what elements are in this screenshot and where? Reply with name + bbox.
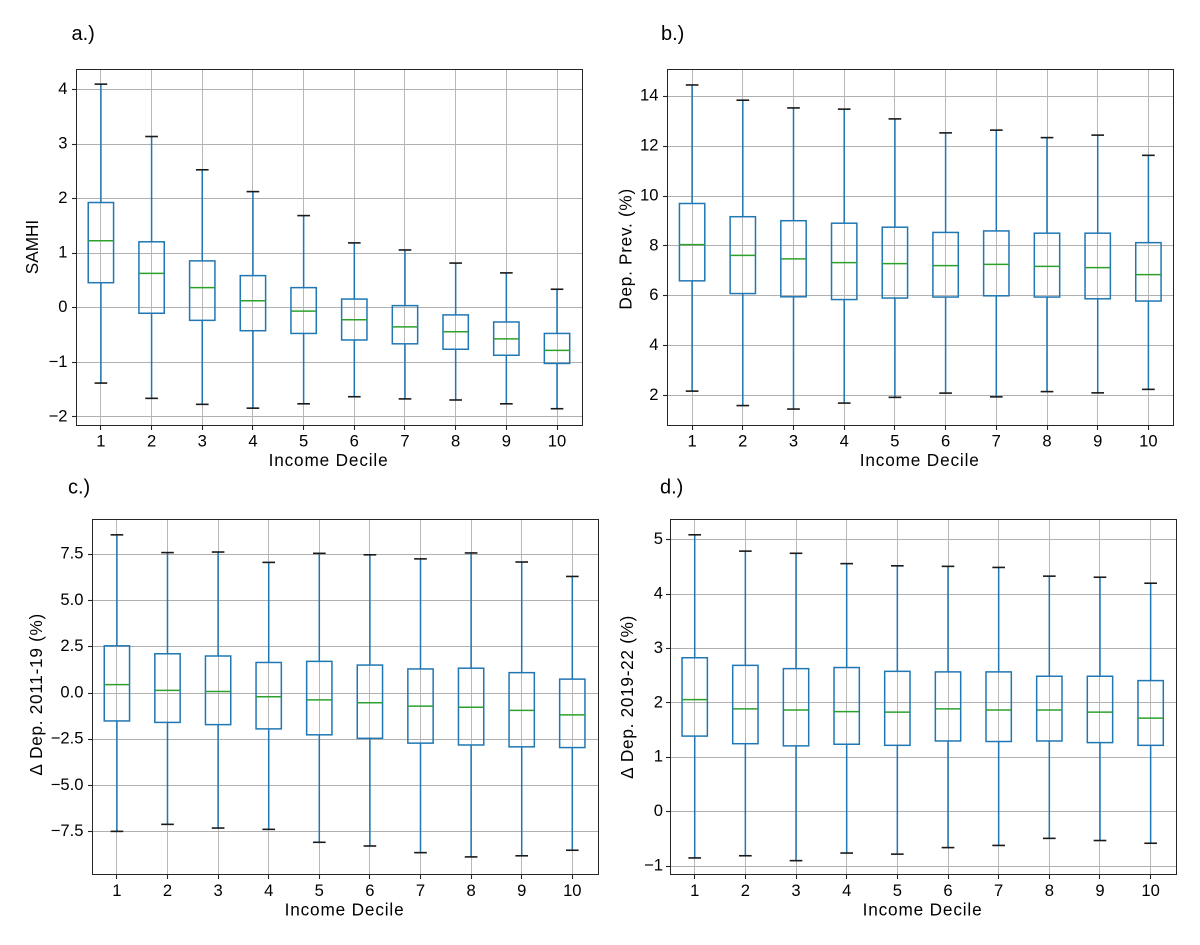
svg-text:0.0: 0.0 [60, 682, 83, 701]
svg-text:8: 8 [451, 431, 460, 450]
svg-text:10: 10 [1141, 881, 1159, 900]
svg-text:2: 2 [147, 431, 156, 450]
svg-text:Δ Dep. 2011-19 (%): Δ Dep. 2011-19 (%) [26, 613, 46, 776]
svg-text:1: 1 [96, 431, 105, 450]
svg-text:4: 4 [248, 431, 257, 450]
svg-text:4: 4 [842, 881, 851, 900]
svg-text:3: 3 [789, 431, 798, 450]
svg-text:5: 5 [654, 529, 663, 548]
svg-text:1: 1 [690, 881, 699, 900]
svg-text:6: 6 [350, 431, 359, 450]
svg-text:1: 1 [654, 747, 663, 766]
svg-text:4: 4 [840, 431, 849, 450]
svg-text:5: 5 [890, 431, 899, 450]
svg-text:2: 2 [738, 431, 747, 450]
svg-text:8: 8 [1042, 431, 1051, 450]
svg-text:10: 10 [1139, 431, 1157, 450]
svg-text:5: 5 [893, 881, 902, 900]
svg-text:6: 6 [943, 881, 952, 900]
svg-text:8: 8 [1045, 881, 1054, 900]
svg-text:10: 10 [563, 881, 581, 900]
svg-text:1: 1 [687, 431, 696, 450]
svg-text:6: 6 [365, 881, 374, 900]
svg-text:0: 0 [654, 801, 663, 820]
svg-text:2: 2 [741, 881, 750, 900]
svg-text:7: 7 [416, 881, 425, 900]
svg-text:−2.5: −2.5 [51, 729, 84, 748]
svg-text:2: 2 [58, 188, 67, 207]
svg-text:8: 8 [466, 881, 475, 900]
svg-text:0: 0 [58, 297, 67, 316]
svg-text:c.): c.) [68, 477, 90, 499]
svg-text:2.5: 2.5 [60, 636, 83, 655]
svg-text:5.0: 5.0 [60, 590, 83, 609]
svg-text:5: 5 [315, 881, 324, 900]
svg-text:Income Decile: Income Decile [269, 450, 389, 470]
svg-text:10: 10 [640, 185, 658, 204]
svg-text:3: 3 [654, 638, 663, 657]
svg-text:2: 2 [649, 385, 658, 404]
svg-text:Dep. Prev. (%): Dep. Prev. (%) [616, 188, 636, 310]
svg-text:8: 8 [649, 235, 658, 254]
svg-text:3: 3 [198, 431, 207, 450]
svg-text:1: 1 [58, 243, 67, 262]
svg-text:2: 2 [163, 881, 172, 900]
svg-text:9: 9 [1095, 881, 1104, 900]
svg-text:d.): d.) [660, 477, 683, 499]
svg-text:7.5: 7.5 [60, 544, 83, 563]
svg-text:a.): a.) [72, 23, 95, 45]
svg-text:10: 10 [548, 431, 566, 450]
svg-text:−7.5: −7.5 [51, 821, 84, 840]
svg-text:Income Decile: Income Decile [860, 450, 980, 470]
svg-text:5: 5 [299, 431, 308, 450]
svg-text:Δ Dep. 2019-22 (%): Δ Dep. 2019-22 (%) [617, 615, 637, 779]
svg-text:3: 3 [213, 881, 222, 900]
svg-text:7: 7 [992, 431, 1001, 450]
svg-text:9: 9 [502, 431, 511, 450]
svg-text:−2: −2 [49, 406, 68, 425]
svg-text:9: 9 [517, 881, 526, 900]
svg-text:4: 4 [654, 584, 663, 603]
svg-text:Income Decile: Income Decile [863, 900, 983, 920]
svg-text:7: 7 [994, 881, 1003, 900]
svg-text:−5.0: −5.0 [51, 775, 84, 794]
svg-text:SAMHI: SAMHI [22, 220, 42, 274]
svg-text:3: 3 [58, 134, 67, 153]
svg-text:6: 6 [649, 285, 658, 304]
svg-text:−1: −1 [49, 352, 68, 371]
svg-text:4: 4 [58, 79, 67, 98]
svg-text:b.): b.) [661, 23, 684, 45]
svg-text:2: 2 [654, 692, 663, 711]
svg-text:4: 4 [649, 335, 658, 354]
svg-text:1: 1 [112, 881, 121, 900]
svg-text:6: 6 [941, 431, 950, 450]
svg-text:12: 12 [640, 136, 658, 155]
svg-text:7: 7 [400, 431, 409, 450]
svg-text:3: 3 [791, 881, 800, 900]
svg-text:9: 9 [1093, 431, 1102, 450]
svg-text:4: 4 [264, 881, 273, 900]
svg-text:14: 14 [640, 86, 658, 105]
svg-text:Income Decile: Income Decile [285, 900, 405, 920]
svg-text:−1: −1 [644, 856, 663, 875]
